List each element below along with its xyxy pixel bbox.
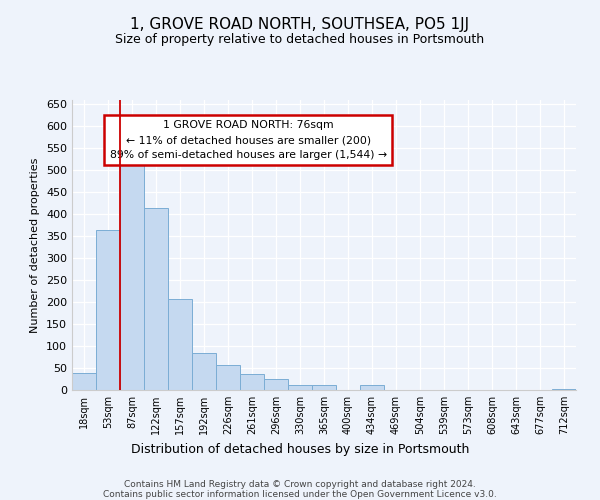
Text: Distribution of detached houses by size in Portsmouth: Distribution of detached houses by size … — [131, 442, 469, 456]
Bar — [96, 230, 120, 390]
Bar — [168, 299, 192, 390]
Bar — [360, 385, 384, 390]
Bar — [288, 384, 312, 390]
Text: Size of property relative to detached houses in Portsmouth: Size of property relative to detached ho… — [115, 32, 485, 46]
Bar — [144, 208, 168, 390]
Bar — [240, 374, 264, 390]
Bar — [312, 385, 336, 390]
Bar — [216, 365, 240, 390]
Text: Contains public sector information licensed under the Open Government Licence v3: Contains public sector information licen… — [103, 490, 497, 499]
Y-axis label: Number of detached properties: Number of detached properties — [31, 158, 40, 332]
Text: 1, GROVE ROAD NORTH, SOUTHSEA, PO5 1JJ: 1, GROVE ROAD NORTH, SOUTHSEA, PO5 1JJ — [130, 18, 470, 32]
Bar — [192, 352, 216, 390]
Text: 1 GROVE ROAD NORTH: 76sqm
← 11% of detached houses are smaller (200)
89% of semi: 1 GROVE ROAD NORTH: 76sqm ← 11% of detac… — [110, 120, 387, 160]
Bar — [264, 379, 288, 390]
Bar — [552, 389, 576, 390]
Text: Contains HM Land Registry data © Crown copyright and database right 2024.: Contains HM Land Registry data © Crown c… — [124, 480, 476, 489]
Bar — [72, 374, 96, 390]
Bar — [120, 162, 144, 390]
